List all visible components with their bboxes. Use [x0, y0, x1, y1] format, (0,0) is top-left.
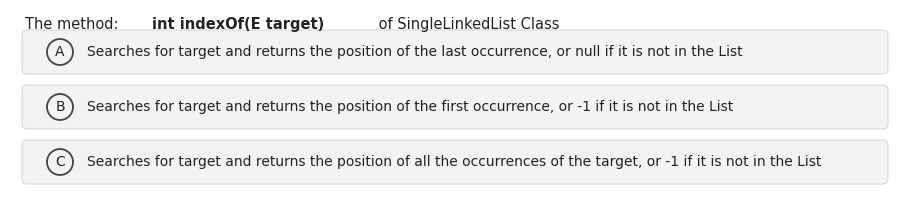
Text: The method:: The method: [25, 17, 123, 32]
Text: Searches for target and returns the position of the first occurrence, or -1 if i: Searches for target and returns the posi… [87, 100, 733, 114]
Text: Searches for target and returns the position of the last occurrence, or null if : Searches for target and returns the posi… [87, 45, 743, 59]
FancyBboxPatch shape [22, 30, 888, 74]
Text: int indexOf(E target): int indexOf(E target) [152, 17, 324, 32]
Text: C: C [55, 155, 65, 169]
Text: of SingleLinkedList Class: of SingleLinkedList Class [374, 17, 559, 32]
FancyBboxPatch shape [22, 85, 888, 129]
Text: A: A [55, 45, 65, 59]
Text: B: B [55, 100, 65, 114]
FancyBboxPatch shape [22, 140, 888, 184]
Text: Searches for target and returns the position of all the occurrences of the targe: Searches for target and returns the posi… [87, 155, 822, 169]
